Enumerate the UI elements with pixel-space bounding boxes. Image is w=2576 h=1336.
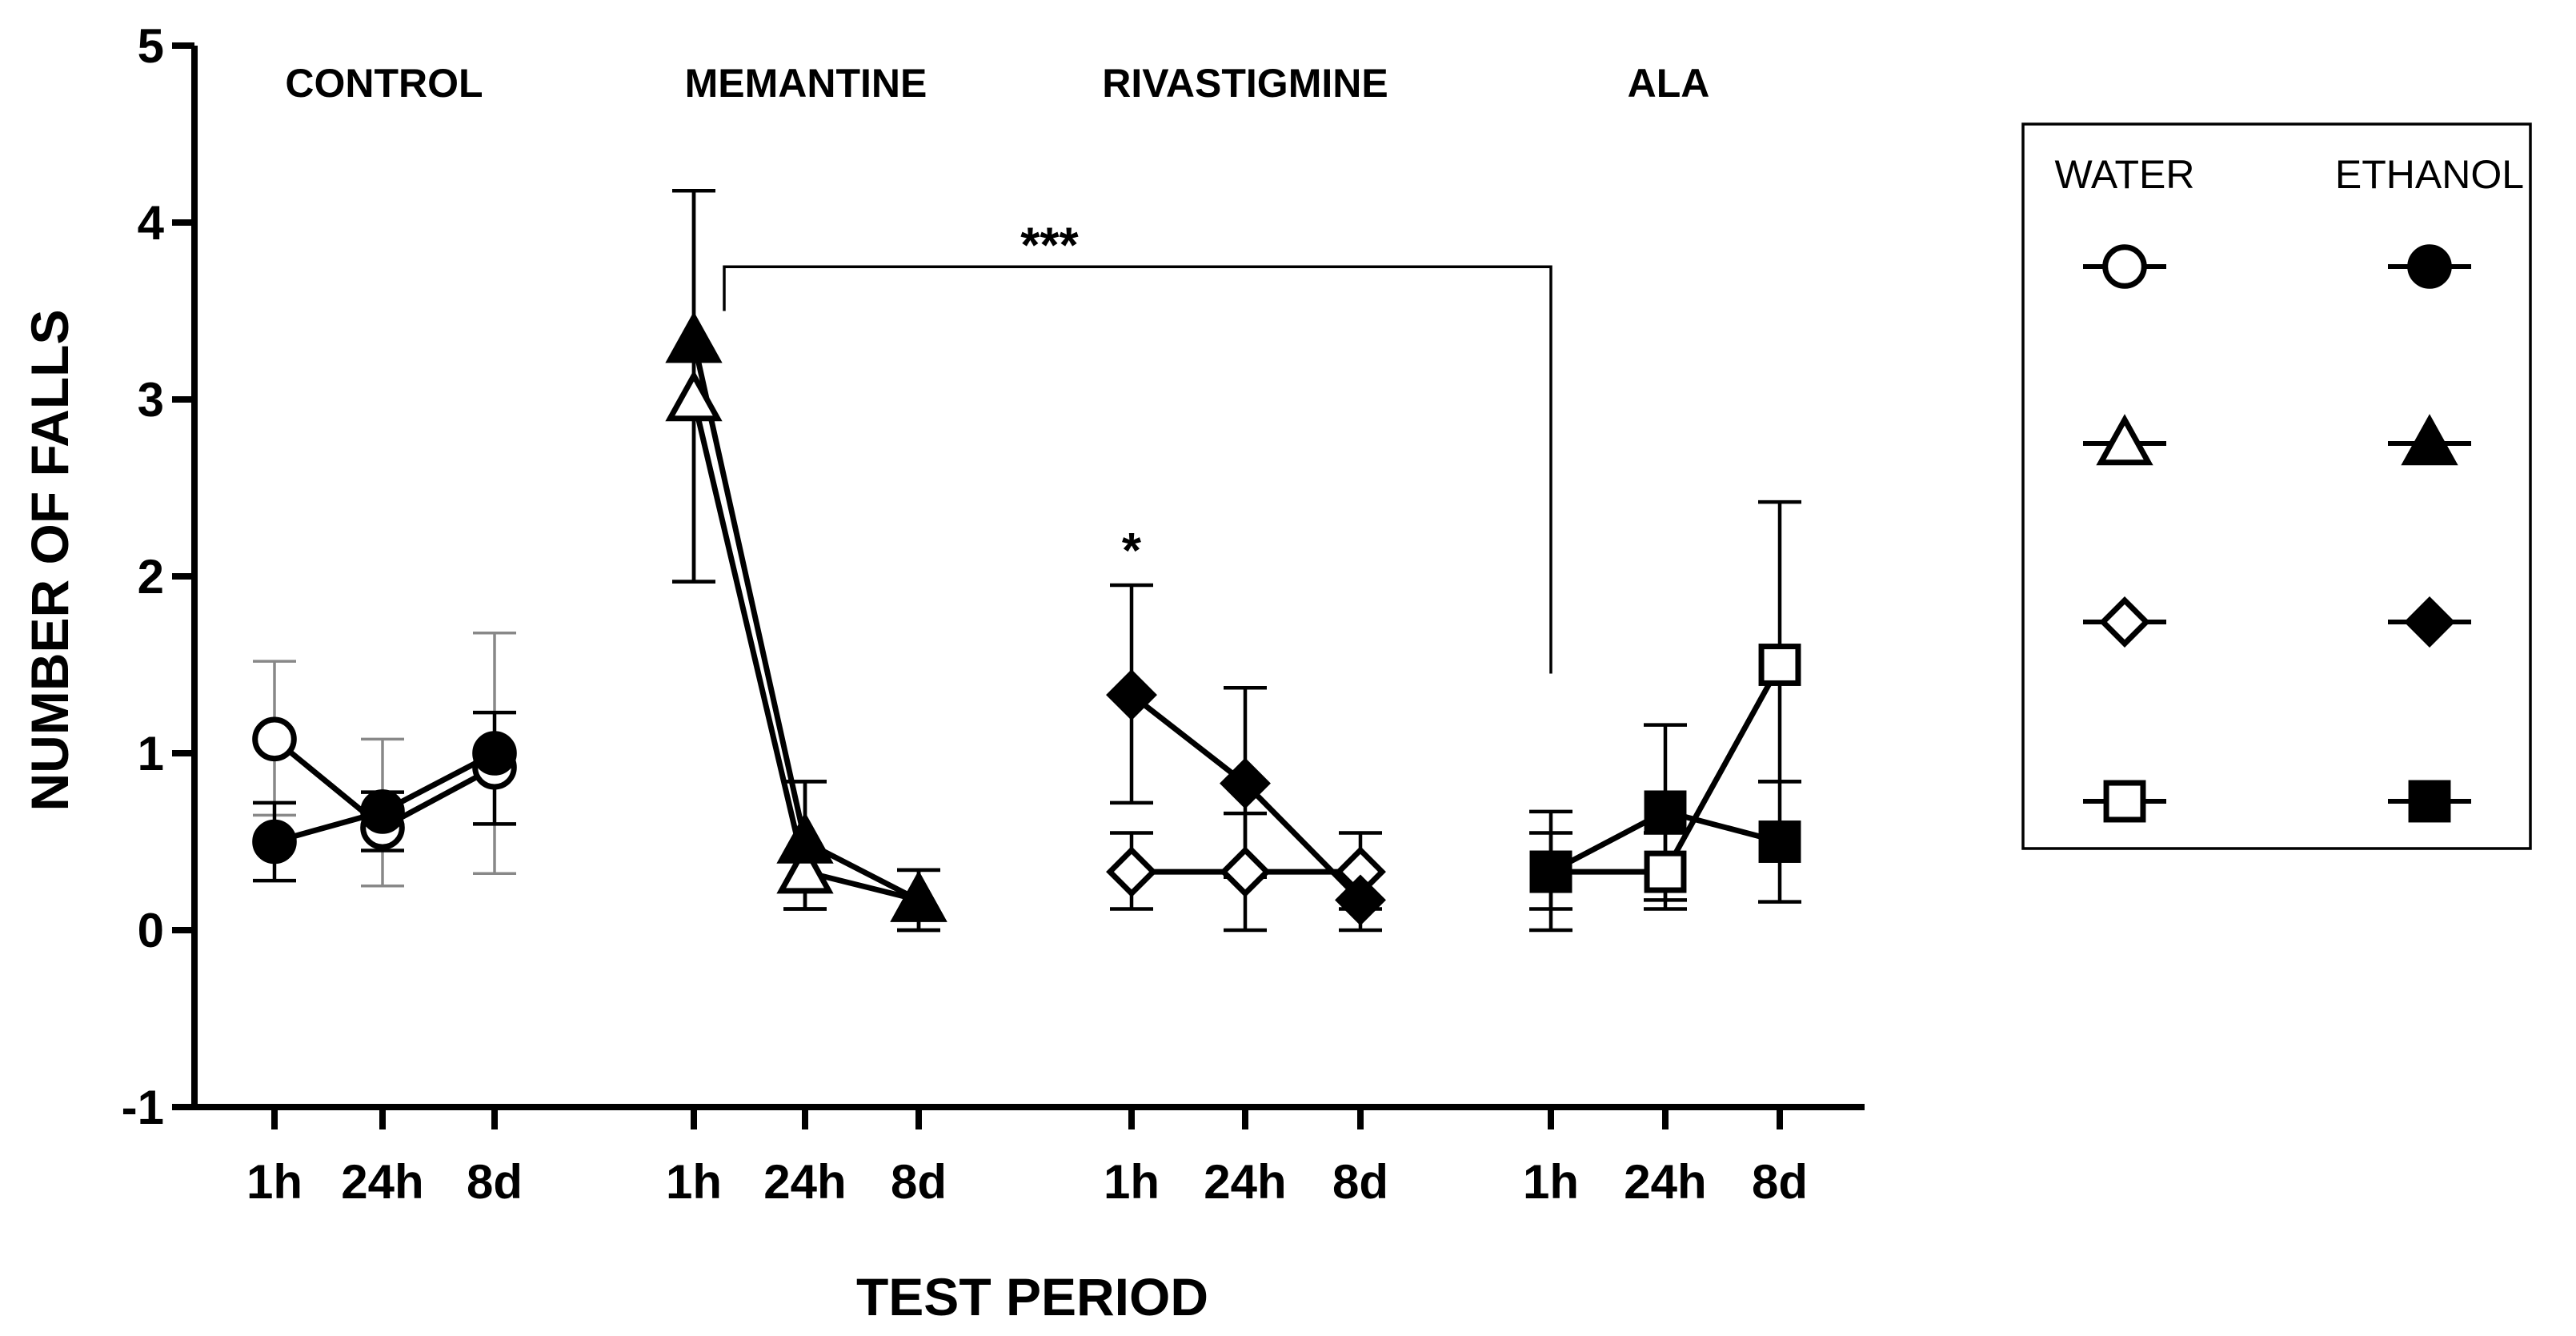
annotations: ****	[723, 218, 1552, 674]
error-bars	[253, 188, 1801, 933]
group-label: MEMANTINE	[685, 61, 927, 106]
legend-header-ethanol: ETHANOL	[2335, 152, 2524, 197]
ethanol-marker	[360, 789, 405, 834]
x-tick-label: 1h	[1104, 1155, 1160, 1209]
ethanol-marker	[1335, 874, 1386, 926]
legend: WATER ETHANOL	[2021, 122, 2532, 850]
x-tick-label: 24h	[1624, 1155, 1706, 1209]
legend-ethanol-triangle-marker	[2401, 414, 2458, 466]
legend-header-water: WATER	[2055, 152, 2195, 197]
x-tick-label: 8d	[1332, 1155, 1388, 1209]
ethanol-marker	[890, 870, 947, 922]
y-tick-label: 2	[138, 550, 164, 604]
water-marker	[1758, 644, 1801, 686]
group-label: CONTROL	[285, 61, 483, 106]
significance-label: *	[1122, 524, 1142, 579]
significance-label: ***	[1020, 218, 1079, 273]
water-marker	[252, 716, 297, 762]
ethanol-marker	[1758, 820, 1801, 863]
y-tick-label: 4	[138, 196, 165, 250]
ethanol-marker	[1106, 669, 1157, 721]
x-tick-label: 8d	[1752, 1155, 1808, 1209]
ethanol-marker	[472, 731, 517, 776]
legend-ethanol-square-marker	[2408, 780, 2451, 823]
y-tick-label: 1	[138, 727, 164, 780]
x-tick-label: 1h	[246, 1155, 302, 1209]
ethanol-marker	[665, 311, 723, 363]
x-tick-label: 8d	[467, 1155, 523, 1209]
x-axis-title: TEST PERIOD	[856, 1267, 1208, 1326]
series-lines	[272, 340, 1783, 903]
x-tick-label: 1h	[666, 1155, 722, 1209]
legend-water-triangle-marker	[2096, 414, 2153, 466]
group-labels: CONTROL MEMANTINE RIVASTIGMINE ALA	[285, 61, 1709, 106]
ethanol-marker	[1220, 757, 1271, 809]
x-tick-label: 1h	[1523, 1155, 1579, 1209]
legend-ethanol-circle-marker	[2407, 244, 2452, 289]
water-marker	[776, 842, 834, 894]
tick-labels: -1 0 1 2 3 4 5 1h 24h 8d 1h 24h 8d 1h 24h 8d 1h 24h 8d	[122, 19, 1808, 1209]
water-marker	[1644, 850, 1687, 893]
y-tick-label: 0	[138, 904, 164, 957]
y-tick-label: 3	[138, 373, 164, 427]
legend-box	[2021, 122, 2532, 850]
y-tick-label: 5	[138, 19, 164, 73]
group-label: ALA	[1628, 61, 1710, 106]
group-label: RIVASTIGMINE	[1102, 61, 1388, 106]
x-tick-label: 8d	[891, 1155, 947, 1209]
water-marker	[665, 370, 723, 422]
legend-water-square-marker	[2103, 780, 2146, 823]
legend-ethanol-diamond-marker	[2404, 596, 2455, 648]
ethanol-marker	[252, 819, 297, 865]
significance-bracket	[723, 265, 1552, 674]
y-tick-label: -1	[122, 1081, 164, 1134]
water-marker	[1106, 846, 1157, 898]
ethanol-marker	[1529, 850, 1572, 893]
legend-water-circle-marker	[2102, 244, 2147, 289]
data-markers	[252, 311, 1801, 926]
legend-water-diamond-marker	[2099, 596, 2150, 648]
water-marker	[1220, 846, 1271, 898]
x-tick-label: 24h	[341, 1155, 423, 1209]
axes	[191, 46, 1865, 1110]
y-axis-title: NUMBER OF FALLS	[20, 310, 79, 812]
x-tick-label: 24h	[763, 1155, 846, 1209]
ethanol-marker	[1644, 790, 1687, 833]
x-tick-label: 24h	[1204, 1155, 1286, 1209]
ethanol-marker	[776, 812, 834, 864]
